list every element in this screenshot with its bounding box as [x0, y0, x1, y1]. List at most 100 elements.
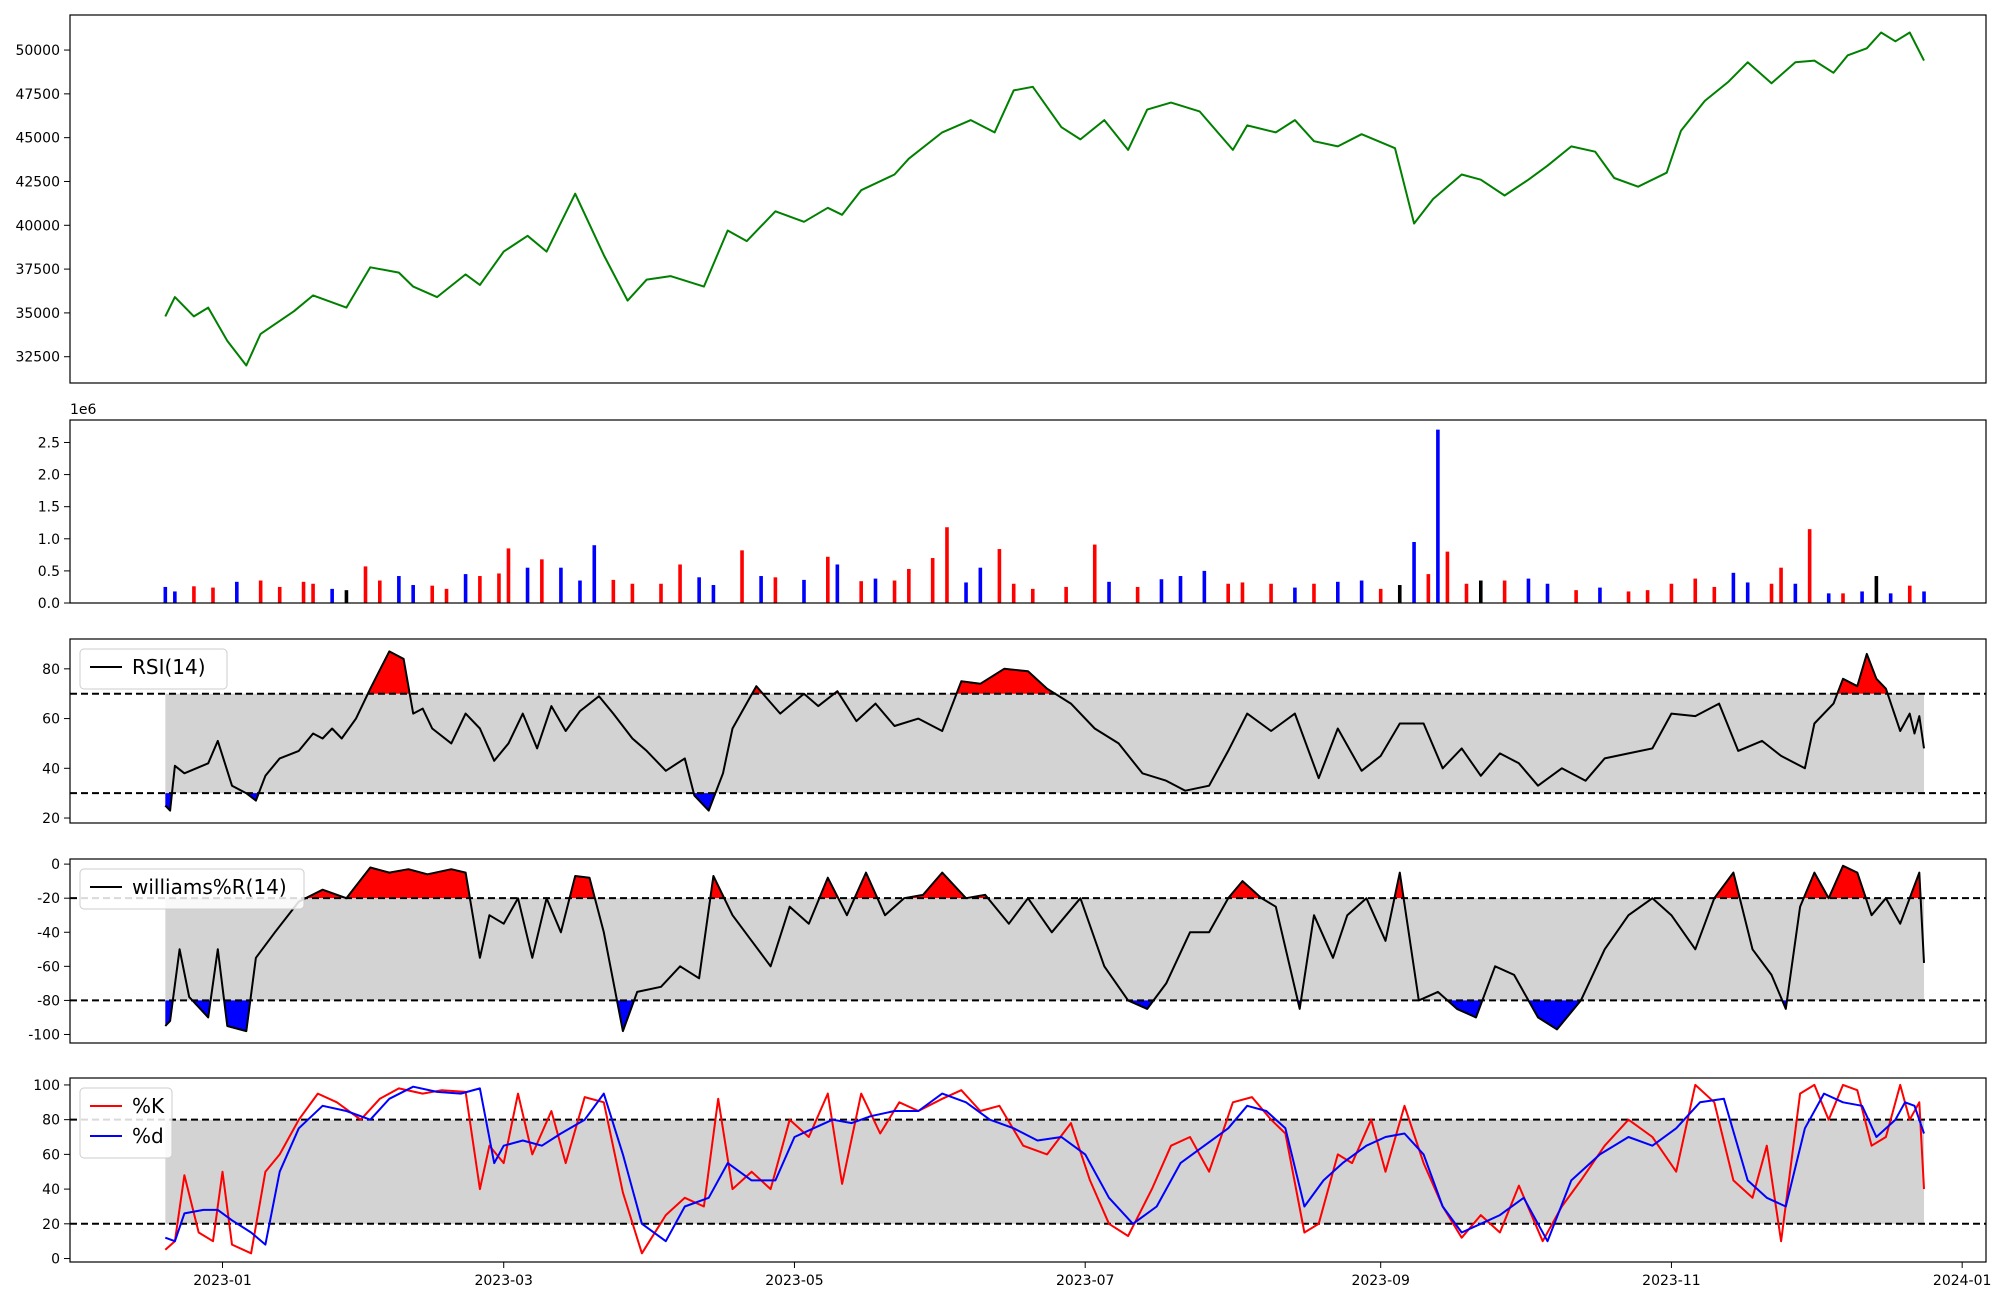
volume-bar	[363, 566, 368, 603]
volume-bar	[907, 568, 911, 603]
volume-bar	[1860, 591, 1864, 603]
volume-bar	[1159, 579, 1164, 603]
overbought-fill	[305, 889, 347, 899]
volume-bar	[463, 574, 468, 603]
volume-bar	[1445, 551, 1450, 603]
volume-bar	[678, 564, 682, 603]
x-tick-label: 2024-01	[1933, 1273, 1992, 1289]
volume-bar	[1293, 587, 1297, 603]
oversold-fill	[616, 1000, 635, 1032]
volume-bar	[378, 580, 382, 603]
volume-bar	[1336, 581, 1340, 603]
volume-bar	[1092, 544, 1097, 603]
volume-bar	[1502, 580, 1507, 603]
overbought-fill	[819, 877, 839, 899]
legend-box	[79, 648, 228, 690]
y-tick-label: 60	[42, 1147, 60, 1163]
volume-bar	[1841, 593, 1845, 603]
volume-bar	[1626, 591, 1631, 603]
y-tick-label: 20	[42, 811, 60, 827]
volume-bar	[859, 581, 863, 603]
plot-frame	[69, 1077, 1987, 1263]
series-line	[164, 650, 1925, 812]
y-tick-label: 42500	[15, 174, 60, 190]
legend-label: RSI(14)	[132, 655, 206, 679]
volume-bar	[1826, 593, 1831, 603]
plot-area-volume	[163, 429, 1926, 603]
series-line	[164, 1085, 1925, 1246]
plot-area-stochastic	[70, 1083, 1986, 1255]
volume-bar	[173, 591, 177, 603]
volume-bar	[1240, 582, 1245, 603]
volume-bar	[1745, 582, 1750, 603]
volume-bar	[1888, 593, 1893, 603]
volume-bar	[1030, 588, 1035, 603]
volume-bar	[506, 548, 511, 603]
y-tick-label: 0.0	[38, 596, 60, 612]
oversold-fill	[224, 1000, 251, 1032]
volume-bar	[525, 567, 530, 603]
volume-bar	[211, 587, 215, 603]
x-tick-label: 2023-01	[193, 1273, 252, 1289]
overbought-fill	[1714, 872, 1740, 899]
volume-bar	[1574, 590, 1578, 603]
volume-bar	[540, 559, 544, 603]
volume-bar	[773, 577, 778, 603]
y-tick-label: 32500	[15, 350, 60, 366]
volume-bar	[1312, 583, 1316, 603]
volume-bar	[978, 567, 983, 603]
volume-bar	[1922, 591, 1926, 603]
volume-bar	[330, 588, 334, 603]
volume-bar	[892, 580, 897, 603]
legend-box	[79, 868, 305, 910]
volume-bar	[1807, 529, 1812, 603]
volume-bar	[301, 581, 306, 603]
volume-bar	[344, 590, 349, 603]
volume-bar	[1412, 542, 1416, 603]
volume-bar	[826, 556, 830, 603]
volume-bar	[873, 578, 878, 603]
y-tick-label: 1.5	[38, 500, 60, 516]
series-line	[164, 864, 1925, 1033]
overbought-fill	[346, 867, 470, 899]
overbought-fill	[1803, 872, 1829, 899]
series-line	[164, 1083, 1925, 1255]
volume-bar	[759, 576, 763, 603]
neutral-band	[165, 1119, 1925, 1224]
volume-bar	[163, 586, 168, 603]
legend: %K %d	[79, 1087, 173, 1159]
volume-bar	[1545, 583, 1550, 603]
volume-bar	[497, 573, 501, 603]
legend-label: %d	[132, 1124, 164, 1148]
volume-bar	[1526, 578, 1531, 603]
volume-bar	[1874, 576, 1879, 603]
y-tick-label: 60	[42, 712, 60, 728]
volume-bar	[1645, 590, 1650, 603]
plot-area-price	[164, 31, 1925, 367]
plot-frame	[69, 14, 1987, 384]
volume-bar	[1011, 583, 1016, 603]
volume-bar	[802, 579, 806, 603]
y-tick-label: -20	[37, 891, 60, 907]
plot-area-williams	[70, 864, 1986, 1033]
y-tick-label: 50000	[15, 43, 60, 59]
x-tick-label: 2023-05	[765, 1273, 824, 1289]
volume-bar	[430, 585, 435, 603]
plot-frame	[69, 419, 1987, 604]
volume-bar	[1426, 574, 1431, 603]
volume-bar	[630, 583, 635, 603]
volume-bar	[997, 549, 1002, 603]
volume-bar	[311, 583, 315, 603]
oversold-fill	[1528, 1000, 1581, 1030]
volume-bar	[711, 585, 716, 603]
volume-bar	[1378, 588, 1383, 603]
volume-bar	[1397, 585, 1402, 603]
volume-bar	[740, 550, 744, 603]
overbought-fill	[1837, 653, 1888, 694]
y-tick-label: 0	[51, 1252, 60, 1268]
volume-bar	[930, 558, 935, 603]
panel-rsi: 20 40 60 80 RSI(14)	[42, 638, 1987, 827]
volume-bar	[1202, 570, 1207, 603]
volume-bar	[1907, 585, 1912, 603]
